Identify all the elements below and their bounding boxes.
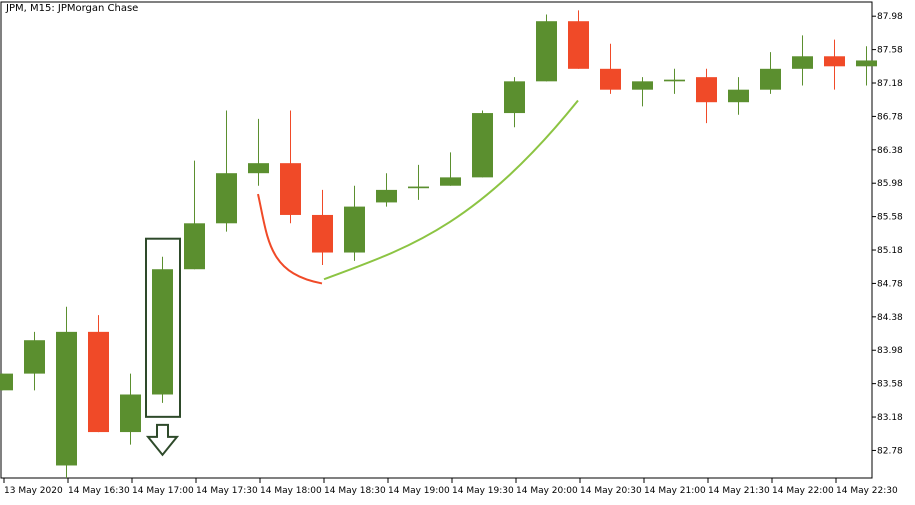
candle-body (728, 89, 749, 103)
candle-body (376, 189, 397, 203)
candle-body (184, 223, 205, 270)
y-tick-label: 82.78 (877, 446, 903, 456)
candle-body (856, 60, 877, 67)
x-tick-label: 14 May 19:00 (388, 486, 450, 496)
highlight-box (145, 237, 181, 418)
y-tick-label: 85.58 (877, 213, 903, 223)
x-tick-label: 14 May 20:00 (516, 486, 578, 496)
y-tick-label: 84.78 (877, 279, 903, 289)
x-tick-label: 14 May 17:30 (196, 486, 258, 496)
candle-body (88, 331, 109, 433)
y-tick-label: 85.18 (877, 246, 903, 256)
y-tick-label: 86.78 (877, 112, 903, 122)
x-tick-label: 14 May 18:30 (324, 486, 386, 496)
candle-body (0, 373, 13, 391)
candle-body (312, 214, 333, 253)
chart-title: JPM, M15: JPMorgan Chase (6, 3, 139, 14)
candle-body (280, 163, 301, 215)
candle-body (344, 206, 365, 253)
down-trend-curve (257, 193, 323, 285)
candle-body (120, 394, 141, 433)
y-tick-label: 87.58 (877, 46, 903, 56)
candle-body (504, 81, 525, 114)
x-tick-label: 14 May 18:00 (260, 486, 322, 496)
y-tick-label: 84.38 (877, 313, 903, 323)
candle-body (248, 163, 269, 174)
x-tick-label: 14 May 21:00 (644, 486, 706, 496)
x-tick-label: 14 May 22:30 (836, 486, 898, 496)
candle-body (536, 21, 557, 82)
x-tick-label: 14 May 16:30 (68, 486, 130, 496)
candle-body (760, 68, 781, 90)
y-tick-label: 86.38 (877, 146, 903, 156)
candle-body (824, 56, 845, 67)
candle-body (56, 331, 77, 466)
y-tick-label: 85.98 (877, 179, 903, 189)
candle-body (152, 269, 173, 395)
up-trend-curve (323, 99, 579, 281)
candle-body (472, 113, 493, 178)
candle-body (24, 340, 45, 374)
x-tick-label: 14 May 19:30 (452, 486, 514, 496)
candle-body (664, 79, 685, 82)
x-tick-label: 14 May 21:30 (708, 486, 770, 496)
x-tick-label: 14 May 17:00 (132, 486, 194, 496)
candle-body (792, 56, 813, 69)
down-arrow-icon (145, 423, 180, 457)
candle-body (440, 177, 461, 186)
candle-body (408, 186, 429, 189)
candle-body (216, 173, 237, 224)
candle-body (600, 68, 621, 90)
y-tick-label: 83.58 (877, 380, 903, 390)
x-tick-label: 13 May 2020 (4, 486, 63, 496)
candle-body (568, 21, 589, 69)
candle-body (696, 77, 717, 103)
y-tick-label: 87.18 (877, 79, 903, 89)
plot-frame (0, 1, 873, 479)
y-tick-label: 83.98 (877, 346, 903, 356)
candle-body (632, 81, 653, 90)
x-tick-label: 14 May 22:00 (772, 486, 834, 496)
y-tick-label: 83.18 (877, 413, 903, 423)
y-tick-label: 87.98 (877, 12, 903, 22)
x-tick-label: 14 May 20:30 (580, 486, 642, 496)
